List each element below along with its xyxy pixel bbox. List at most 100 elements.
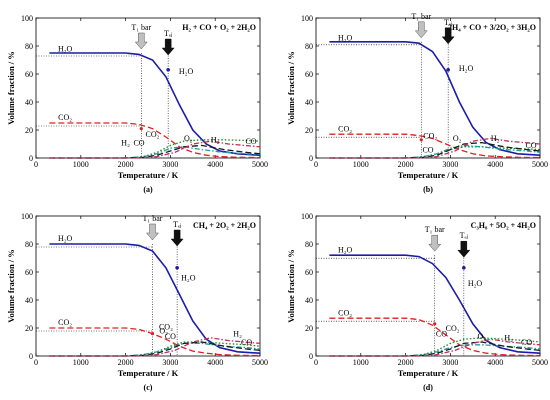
- data-point: [150, 332, 155, 336]
- y-axis-label: Volume fraction / %: [6, 51, 16, 125]
- data-point: [166, 68, 170, 72]
- data-point: [175, 266, 179, 270]
- series-label: O₂: [477, 332, 486, 341]
- x-tick-label: 1000: [73, 160, 89, 169]
- y-tick-label: 60: [305, 70, 313, 79]
- x-tick-label: 2000: [118, 160, 134, 169]
- y-tick-label: 0: [309, 154, 313, 163]
- y-tick-label: 20: [25, 126, 33, 135]
- series-line: [329, 254, 541, 354]
- x-tick-label: 0: [314, 160, 318, 169]
- series-label: H₂O: [181, 273, 196, 282]
- y-tick-label: 40: [305, 98, 313, 107]
- y-axis-label: Volume fraction / %: [6, 249, 16, 323]
- data-point: [419, 138, 423, 142]
- t1bar-label: T₁ bar: [131, 23, 151, 32]
- x-tick-label: 5000: [252, 160, 268, 169]
- y-tick-label: 100: [301, 212, 313, 221]
- series-line: [329, 317, 541, 357]
- t1bar-label: T₁ bar: [411, 12, 431, 21]
- plot-frame: [315, 215, 541, 357]
- series-label: CO: [436, 329, 447, 338]
- y-tick-label: 40: [25, 296, 33, 305]
- series-line: [49, 243, 261, 354]
- x-tick-label: 5000: [532, 358, 548, 367]
- series-label: H₂O: [179, 67, 194, 76]
- series-label: CO₂: [146, 130, 160, 139]
- x-tick-label: 3000: [442, 160, 458, 169]
- down-arrow-icon: [134, 32, 148, 50]
- series-line: [49, 122, 261, 159]
- x-tick-label: 4000: [487, 160, 503, 169]
- x-tick-label: 3000: [162, 358, 178, 367]
- y-tick-label: 40: [25, 98, 33, 107]
- series-label: H₂O: [338, 33, 353, 42]
- x-tick-label: 4000: [207, 358, 223, 367]
- t1bar-label: T₁ bar: [143, 214, 163, 223]
- down-arrow-icon: [145, 223, 160, 241]
- series-line: [329, 133, 541, 159]
- tcj-label: Tₑⱼ: [164, 29, 172, 38]
- down-arrow-icon: [414, 21, 428, 39]
- plot-frame: [35, 17, 261, 159]
- series-label: CO: [525, 141, 536, 150]
- x-tick-label: 2000: [398, 358, 414, 367]
- series-label: H₂: [233, 329, 242, 338]
- series-label: H₂: [121, 138, 130, 147]
- series-label: CO: [241, 338, 252, 347]
- down-arrow-icon: [428, 234, 442, 252]
- y-tick-label: 60: [25, 268, 33, 277]
- series-label: O₂: [184, 134, 193, 143]
- series-label: H₂: [491, 134, 500, 143]
- series-label: CO: [165, 332, 176, 341]
- x-tick-label: 2000: [398, 160, 414, 169]
- down-arrow-icon: [170, 229, 184, 247]
- x-axis-label: Temperature / K: [118, 368, 179, 378]
- x-tick-label: 5000: [252, 358, 268, 367]
- y-axis-label: Volume fraction / %: [286, 51, 296, 125]
- series-label: H₂: [504, 334, 513, 343]
- x-tick-label: 3000: [162, 160, 178, 169]
- panel-label: (a): [143, 185, 153, 194]
- series-label: CO₂: [58, 113, 72, 122]
- series-line: [329, 137, 541, 159]
- y-tick-label: 60: [25, 70, 33, 79]
- y-tick-label: 100: [21, 212, 33, 221]
- down-arrow-icon: [441, 27, 455, 45]
- chart-title: H₂ + CO + O₂ + 2H₂O: [182, 23, 256, 32]
- series-line: [329, 338, 541, 357]
- y-axis-label: Volume fraction / %: [286, 249, 296, 323]
- data-point: [433, 322, 437, 326]
- y-tick-label: 20: [25, 324, 33, 333]
- down-arrow-icon: [161, 38, 175, 56]
- series-label: CO₂: [58, 318, 72, 327]
- y-tick-label: 80: [25, 42, 33, 51]
- x-axis-label: Temperature / K: [118, 170, 179, 180]
- x-axis-label: Temperature / K: [398, 170, 459, 180]
- y-tick-label: 40: [305, 296, 313, 305]
- y-tick-label: 0: [29, 154, 33, 163]
- series-label: CO₂: [338, 124, 352, 133]
- series-label: H₂O: [468, 279, 483, 288]
- x-tick-label: 1000: [73, 358, 89, 367]
- y-tick-label: 80: [305, 42, 313, 51]
- series-label: CO: [422, 145, 433, 154]
- x-tick-label: 2000: [118, 358, 134, 367]
- y-tick-label: 100: [21, 14, 33, 23]
- tcj-label: Tₑⱼ: [444, 18, 452, 27]
- y-tick-label: 20: [305, 324, 313, 333]
- x-tick-label: 1000: [353, 160, 369, 169]
- series-label: CO₂: [159, 322, 173, 331]
- series-label: H₂O: [459, 64, 474, 73]
- series-line: [329, 41, 541, 156]
- series-label: CO₂: [446, 324, 460, 333]
- series-label: CO: [521, 338, 532, 347]
- x-tick-label: 0: [34, 160, 38, 169]
- series-label: H₂O: [338, 245, 353, 254]
- series-label: CO: [245, 137, 256, 146]
- y-tick-label: 20: [305, 126, 313, 135]
- y-tick-label: 80: [25, 240, 33, 249]
- x-tick-label: 4000: [487, 358, 503, 367]
- t1bar-label: T₁ bar: [425, 225, 445, 234]
- x-tick-label: 0: [34, 358, 38, 367]
